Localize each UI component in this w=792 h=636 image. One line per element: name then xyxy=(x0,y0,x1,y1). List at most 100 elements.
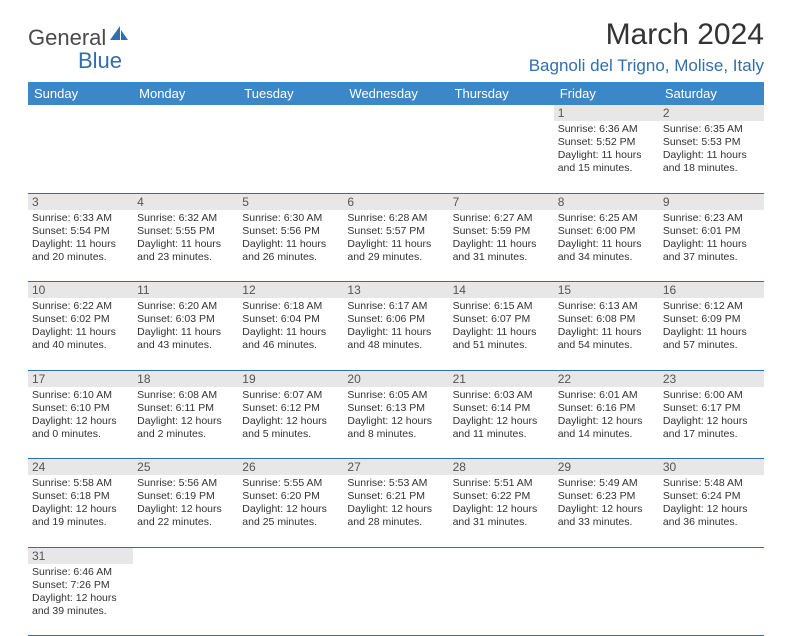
day-number-cell: 29 xyxy=(554,459,659,476)
day-number-cell: 28 xyxy=(449,459,554,476)
day-content-cell xyxy=(28,121,133,193)
day-number-cell: 26 xyxy=(238,459,343,476)
day-details: Sunrise: 5:51 AMSunset: 6:22 PMDaylight:… xyxy=(453,477,550,530)
location-subtitle: Bagnoli del Trigno, Molise, Italy xyxy=(529,56,764,76)
day-details: Sunrise: 5:55 AMSunset: 6:20 PMDaylight:… xyxy=(242,477,339,530)
day-number-cell xyxy=(449,105,554,121)
day-content-cell: Sunrise: 6:15 AMSunset: 6:07 PMDaylight:… xyxy=(449,298,554,370)
day-content-cell: Sunrise: 6:35 AMSunset: 5:53 PMDaylight:… xyxy=(659,121,764,193)
day-content-cell: Sunrise: 5:56 AMSunset: 6:19 PMDaylight:… xyxy=(133,475,238,547)
day-number-cell xyxy=(133,105,238,121)
day-number-cell: 12 xyxy=(238,282,343,299)
day-content-cell: Sunrise: 5:55 AMSunset: 6:20 PMDaylight:… xyxy=(238,475,343,547)
day-content-cell: Sunrise: 6:20 AMSunset: 6:03 PMDaylight:… xyxy=(133,298,238,370)
day-content-cell: Sunrise: 6:22 AMSunset: 6:02 PMDaylight:… xyxy=(28,298,133,370)
day-content-cell: Sunrise: 6:27 AMSunset: 5:59 PMDaylight:… xyxy=(449,210,554,282)
day-number-cell: 11 xyxy=(133,282,238,299)
day-content-cell: Sunrise: 6:17 AMSunset: 6:06 PMDaylight:… xyxy=(343,298,448,370)
day-content-cell: Sunrise: 6:33 AMSunset: 5:54 PMDaylight:… xyxy=(28,210,133,282)
day-content-cell: Sunrise: 6:36 AMSunset: 5:52 PMDaylight:… xyxy=(554,121,659,193)
day-number-cell: 7 xyxy=(449,193,554,210)
day-content-cell xyxy=(133,121,238,193)
day-number-cell: 22 xyxy=(554,370,659,387)
weekday-header: Sunday xyxy=(28,82,133,105)
day-number-row: 17181920212223 xyxy=(28,370,764,387)
day-number-cell: 13 xyxy=(343,282,448,299)
day-number-cell: 27 xyxy=(343,459,448,476)
day-number-row: 3456789 xyxy=(28,193,764,210)
day-number-cell xyxy=(343,105,448,121)
day-details: Sunrise: 6:32 AMSunset: 5:55 PMDaylight:… xyxy=(137,212,234,265)
day-details: Sunrise: 5:53 AMSunset: 6:21 PMDaylight:… xyxy=(347,477,444,530)
day-content-cell: Sunrise: 6:10 AMSunset: 6:10 PMDaylight:… xyxy=(28,387,133,459)
day-details: Sunrise: 6:23 AMSunset: 6:01 PMDaylight:… xyxy=(663,212,760,265)
day-details: Sunrise: 6:01 AMSunset: 6:16 PMDaylight:… xyxy=(558,389,655,442)
day-number-cell: 17 xyxy=(28,370,133,387)
weekday-header: Friday xyxy=(554,82,659,105)
day-content-cell xyxy=(449,121,554,193)
day-details: Sunrise: 6:28 AMSunset: 5:57 PMDaylight:… xyxy=(347,212,444,265)
day-content-cell xyxy=(343,564,448,636)
day-number-cell xyxy=(449,547,554,564)
day-number-cell: 25 xyxy=(133,459,238,476)
day-details: Sunrise: 6:22 AMSunset: 6:02 PMDaylight:… xyxy=(32,300,129,353)
day-details: Sunrise: 5:48 AMSunset: 6:24 PMDaylight:… xyxy=(663,477,760,530)
logo: General xyxy=(28,24,130,51)
day-number-cell xyxy=(659,547,764,564)
day-details: Sunrise: 6:33 AMSunset: 5:54 PMDaylight:… xyxy=(32,212,129,265)
day-number-cell: 14 xyxy=(449,282,554,299)
day-content-row: Sunrise: 5:58 AMSunset: 6:18 PMDaylight:… xyxy=(28,475,764,547)
day-details: Sunrise: 6:36 AMSunset: 5:52 PMDaylight:… xyxy=(558,123,655,176)
day-content-cell: Sunrise: 5:49 AMSunset: 6:23 PMDaylight:… xyxy=(554,475,659,547)
day-details: Sunrise: 6:20 AMSunset: 6:03 PMDaylight:… xyxy=(137,300,234,353)
day-number-cell xyxy=(28,105,133,121)
day-details: Sunrise: 6:17 AMSunset: 6:06 PMDaylight:… xyxy=(347,300,444,353)
month-title: March 2024 xyxy=(529,18,764,52)
day-content-cell: Sunrise: 5:58 AMSunset: 6:18 PMDaylight:… xyxy=(28,475,133,547)
day-content-row: Sunrise: 6:36 AMSunset: 5:52 PMDaylight:… xyxy=(28,121,764,193)
day-content-cell xyxy=(238,121,343,193)
day-content-cell: Sunrise: 6:18 AMSunset: 6:04 PMDaylight:… xyxy=(238,298,343,370)
day-number-cell: 24 xyxy=(28,459,133,476)
day-details: Sunrise: 6:18 AMSunset: 6:04 PMDaylight:… xyxy=(242,300,339,353)
day-details: Sunrise: 6:46 AMSunset: 7:26 PMDaylight:… xyxy=(32,566,129,619)
header: General March 2024 Bagnoli del Trigno, M… xyxy=(28,18,764,76)
day-content-cell: Sunrise: 5:53 AMSunset: 6:21 PMDaylight:… xyxy=(343,475,448,547)
day-content-cell: Sunrise: 6:46 AMSunset: 7:26 PMDaylight:… xyxy=(28,564,133,636)
day-content-cell xyxy=(133,564,238,636)
logo-text-blue-wrap: Blue xyxy=(28,48,122,74)
weekday-header: Wednesday xyxy=(343,82,448,105)
day-number-row: 12 xyxy=(28,105,764,121)
day-content-row: Sunrise: 6:10 AMSunset: 6:10 PMDaylight:… xyxy=(28,387,764,459)
day-content-row: Sunrise: 6:22 AMSunset: 6:02 PMDaylight:… xyxy=(28,298,764,370)
day-details: Sunrise: 5:56 AMSunset: 6:19 PMDaylight:… xyxy=(137,477,234,530)
day-content-cell: Sunrise: 6:25 AMSunset: 6:00 PMDaylight:… xyxy=(554,210,659,282)
day-content-row: Sunrise: 6:46 AMSunset: 7:26 PMDaylight:… xyxy=(28,564,764,636)
day-content-cell: Sunrise: 6:13 AMSunset: 6:08 PMDaylight:… xyxy=(554,298,659,370)
day-number-cell: 9 xyxy=(659,193,764,210)
day-number-cell: 16 xyxy=(659,282,764,299)
day-content-cell: Sunrise: 5:51 AMSunset: 6:22 PMDaylight:… xyxy=(449,475,554,547)
day-details: Sunrise: 6:15 AMSunset: 6:07 PMDaylight:… xyxy=(453,300,550,353)
day-number-row: 31 xyxy=(28,547,764,564)
weekday-header: Saturday xyxy=(659,82,764,105)
day-number-cell: 23 xyxy=(659,370,764,387)
day-details: Sunrise: 6:10 AMSunset: 6:10 PMDaylight:… xyxy=(32,389,129,442)
day-details: Sunrise: 6:05 AMSunset: 6:13 PMDaylight:… xyxy=(347,389,444,442)
day-content-cell: Sunrise: 6:23 AMSunset: 6:01 PMDaylight:… xyxy=(659,210,764,282)
day-number-cell: 4 xyxy=(133,193,238,210)
logo-text-general: General xyxy=(28,25,106,51)
day-content-cell xyxy=(238,564,343,636)
weekday-header: Tuesday xyxy=(238,82,343,105)
calendar-body: 12 Sunrise: 6:36 AMSunset: 5:52 PMDayligh… xyxy=(28,105,764,636)
day-details: Sunrise: 6:12 AMSunset: 6:09 PMDaylight:… xyxy=(663,300,760,353)
day-number-cell: 20 xyxy=(343,370,448,387)
day-number-cell: 15 xyxy=(554,282,659,299)
day-number-cell: 1 xyxy=(554,105,659,121)
day-number-cell: 18 xyxy=(133,370,238,387)
day-content-cell: Sunrise: 6:03 AMSunset: 6:14 PMDaylight:… xyxy=(449,387,554,459)
day-details: Sunrise: 6:27 AMSunset: 5:59 PMDaylight:… xyxy=(453,212,550,265)
day-number-cell: 3 xyxy=(28,193,133,210)
day-number-cell: 19 xyxy=(238,370,343,387)
day-details: Sunrise: 5:58 AMSunset: 6:18 PMDaylight:… xyxy=(32,477,129,530)
